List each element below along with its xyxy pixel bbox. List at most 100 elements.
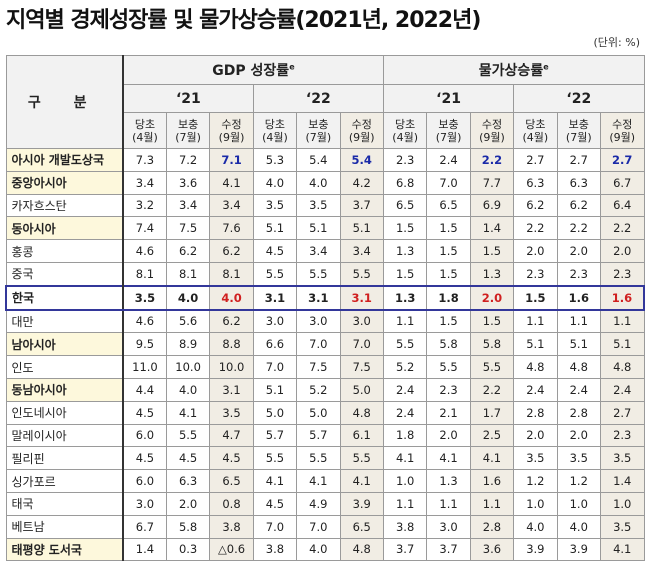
value-cell: 2.3 (382, 148, 428, 172)
value-cell: 7.1 (209, 148, 254, 172)
value-cell: 1.1 (469, 491, 515, 516)
value-cell: 5.5 (382, 332, 428, 357)
value-cell: 5.5 (426, 355, 471, 379)
value-cell: 1.6 (556, 284, 601, 311)
category-header: 구 분 (5, 55, 124, 149)
table-row: 동남아시아 4.4 4.0 3.1 5.1 5.2 5.0 2.4 2.3 2.2 2.4 2.4 2.… (5, 377, 645, 402)
value-cell: 5.5 (339, 446, 384, 471)
row-label: 인도네시아 (5, 400, 124, 425)
value-cell: 6.3 (556, 170, 601, 195)
row-label: 중앙아시아 (5, 170, 124, 195)
period-header: 보충 (7월) (426, 112, 471, 149)
value-cell: 0.8 (209, 491, 254, 516)
value-cell: 3.2 (122, 193, 167, 218)
table-row: 동아시아 7.4 7.5 7.6 5.1 5.1 5.1 1.5 1.5 1.4 2.2 2.2 2.2 (5, 216, 645, 241)
value-cell: 2.7 (556, 148, 601, 172)
table-row: 베트남 6.7 5.8 3.8 7.0 7.0 6.5 3.8 3.0 2.8 4.0 4.0 3.5 (5, 514, 645, 539)
value-cell: 3.5 (122, 284, 167, 311)
value-cell: 1.3 (382, 284, 428, 311)
table-row: 남아시아 9.5 8.9 8.8 6.6 7.0 7.0 5.5 5.8 5.8 5.1 5.1 5.1 (5, 332, 645, 357)
table-row: 인도네시아 4.5 4.1 3.5 5.0 5.0 4.8 2.4 2.1 1.7 2.8 2.8 2.… (5, 400, 645, 425)
value-cell: 3.8 (252, 537, 298, 562)
value-cell: 3.0 (426, 514, 471, 539)
value-cell: 6.5 (382, 193, 428, 218)
value-cell: 2.7 (513, 148, 558, 172)
value-cell: 5.7 (252, 423, 298, 448)
value-cell: 1.4 (469, 216, 515, 241)
value-cell: 2.0 (165, 491, 211, 516)
value-cell: 4.1 (296, 469, 341, 493)
row-label: 베트남 (5, 514, 124, 539)
value-cell: 4.0 (513, 514, 558, 539)
value-cell: 1.3 (426, 469, 471, 493)
value-cell: 4.1 (209, 170, 254, 195)
value-cell: 3.9 (513, 537, 558, 562)
value-cell: 5.1 (252, 377, 298, 402)
table-row: 아시아 개발도상국 7.3 7.2 7.1 5.3 5.4 5.4 2.3 2.4 2.2 2.7 2… (5, 148, 645, 172)
value-cell: 4.1 (339, 469, 384, 493)
value-cell: 7.5 (296, 355, 341, 379)
value-cell: 5.8 (165, 514, 211, 539)
value-cell: 4.4 (122, 377, 167, 402)
value-cell: 2.2 (469, 377, 515, 402)
value-cell: 2.3 (556, 261, 601, 287)
value-cell: 7.6 (209, 216, 254, 241)
value-cell: 4.1 (426, 446, 471, 471)
value-cell: 2.7 (599, 148, 645, 172)
value-cell: 5.2 (296, 377, 341, 402)
value-cell: 4.5 (165, 446, 211, 471)
value-cell: 1.4 (599, 469, 645, 493)
value-cell: 6.3 (165, 469, 211, 493)
value-cell: 6.8 (382, 170, 428, 195)
value-cell: 5.1 (513, 332, 558, 357)
value-cell: 1.3 (469, 261, 515, 287)
period-header: 당초 (4월) (252, 112, 298, 149)
value-cell: 3.5 (252, 193, 298, 218)
value-cell: 4.9 (296, 491, 341, 516)
value-cell: 1.6 (599, 284, 645, 311)
value-cell: 2.4 (426, 148, 471, 172)
value-cell: 6.5 (426, 193, 471, 218)
value-cell: 1.2 (513, 469, 558, 493)
value-cell: 2.2 (599, 216, 645, 241)
value-cell: 5.2 (382, 355, 428, 379)
growth-inflation-table: 구 분 GDP 성장률e 물가상승률e ‘21 ‘22 ‘21 ‘22 당초 (4월) 보… (5, 55, 645, 562)
value-cell: 4.1 (165, 400, 211, 425)
value-cell: 3.7 (426, 537, 471, 562)
value-cell: 7.5 (339, 355, 384, 379)
value-cell: 4.6 (122, 239, 167, 263)
value-cell: 1.5 (426, 309, 471, 334)
inflation-header: 물가상승률e (382, 55, 645, 85)
year-header: ‘22 (513, 84, 645, 113)
value-cell: 5.8 (426, 332, 471, 357)
value-cell: 9.5 (122, 332, 167, 357)
value-cell: 2.7 (599, 400, 645, 425)
value-cell: 3.5 (209, 400, 254, 425)
value-cell: 3.4 (165, 193, 211, 218)
value-cell: 2.4 (556, 377, 601, 402)
value-cell: 2.0 (513, 239, 558, 263)
value-cell: 6.3 (513, 170, 558, 195)
value-cell: 2.4 (599, 377, 645, 402)
value-cell: 2.4 (513, 377, 558, 402)
value-cell: 7.0 (252, 514, 298, 539)
value-cell: 1.5 (426, 216, 471, 241)
value-cell: 3.1 (209, 377, 254, 402)
value-cell: 7.7 (469, 170, 515, 195)
value-cell: 6.7 (599, 170, 645, 195)
value-cell: 4.2 (339, 170, 384, 195)
value-cell: 2.0 (556, 239, 601, 263)
value-cell: 3.0 (122, 491, 167, 516)
value-cell: 5.5 (252, 446, 298, 471)
value-cell: 2.3 (599, 423, 645, 448)
value-cell: 2.2 (469, 148, 515, 172)
value-cell: 6.2 (165, 239, 211, 263)
period-header: 수정 (9월) (339, 112, 384, 149)
value-cell: 10.0 (209, 355, 254, 379)
value-cell: 6.1 (339, 423, 384, 448)
row-label: 동남아시아 (5, 377, 124, 402)
table-row: 필리핀 4.5 4.5 4.5 5.5 5.5 5.5 4.1 4.1 4.1 3.5 3.5 3.5 (5, 446, 645, 471)
table-row: 대만 4.6 5.6 6.2 3.0 3.0 3.0 1.1 1.5 1.5 1.1 1.1 1.1 (5, 309, 645, 334)
value-cell: 5.8 (469, 332, 515, 357)
period-header: 당초 (4월) (122, 112, 167, 149)
